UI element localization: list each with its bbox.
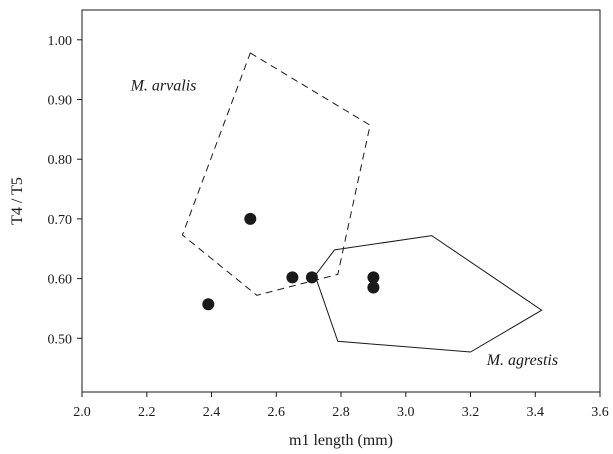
polygon-label-1: M. agrestis	[486, 352, 558, 369]
y-tick-label-2: 0.70	[48, 213, 73, 228]
y-tick-label-3: 0.80	[48, 153, 73, 168]
x-tick-label-3: 2.6	[268, 405, 286, 420]
data-point-2	[286, 271, 299, 284]
y-axis-ticks: 0.50 0.60 0.70 0.80 0.90 1.00	[48, 34, 82, 347]
data-point-4	[367, 271, 380, 284]
range-polygons	[181, 52, 543, 353]
x-tick-label-2: 2.4	[203, 405, 221, 420]
y-tick-label-4: 0.90	[48, 94, 73, 109]
x-tick-label-6: 3.2	[462, 405, 480, 420]
x-tick-label-7: 3.4	[527, 405, 545, 420]
range-polygon-1	[314, 235, 543, 353]
x-tick-label-4: 2.8	[332, 405, 350, 420]
y-tick-label-5: 1.00	[48, 34, 73, 49]
y-tick-label-1: 0.60	[48, 273, 73, 288]
data-point-3	[305, 271, 318, 284]
y-tick-label-0: 0.50	[48, 332, 73, 347]
data-point-5	[367, 281, 380, 294]
y-axis-title: T4 / T5	[9, 177, 26, 225]
polygon-label-0: M. arvalis	[130, 78, 197, 95]
polygon-labels: M. arvalis M. agrestis	[130, 78, 559, 370]
x-tick-label-1: 2.2	[138, 405, 156, 420]
data-points	[202, 212, 380, 311]
plot-frame	[81, 9, 601, 393]
data-point-1	[244, 212, 257, 225]
range-polygon-0	[181, 52, 371, 296]
x-tick-label-0: 2.0	[73, 405, 91, 420]
data-point-0	[202, 298, 215, 311]
x-tick-label-8: 3.6	[591, 405, 609, 420]
x-axis-ticks: 2.0 2.2 2.4 2.6 2.8 3.0 3.2 3.4 3.6	[73, 392, 609, 420]
x-axis-title: m1 length (mm)	[289, 432, 393, 449]
x-tick-label-5: 3.0	[397, 405, 415, 420]
